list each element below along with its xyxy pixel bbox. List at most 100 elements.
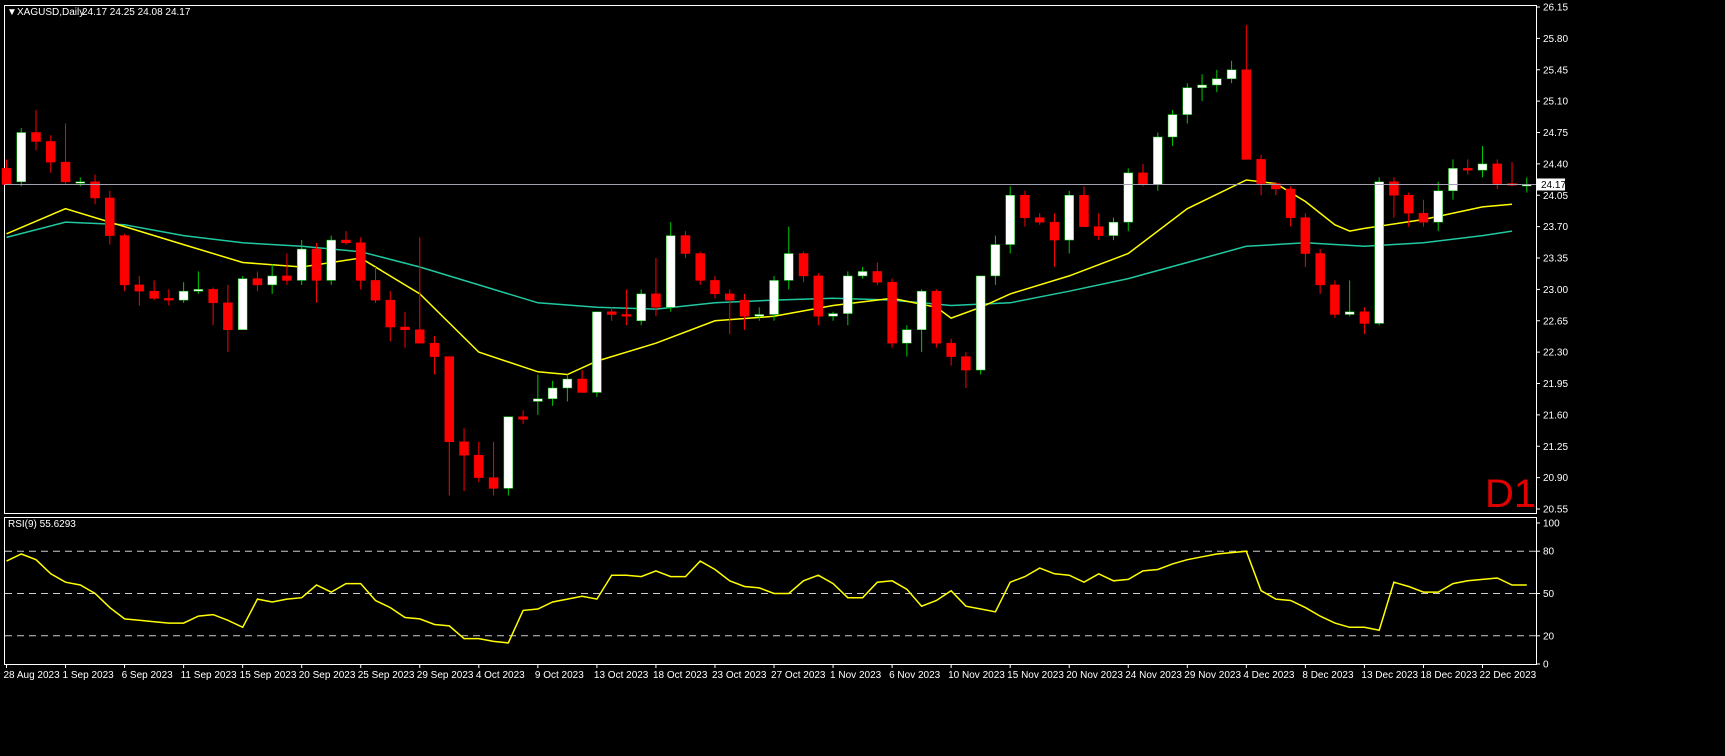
price-tick-label: 21.95: [1543, 379, 1568, 390]
candle: [695, 251, 705, 285]
candle: [1108, 217, 1119, 241]
candle-body: [1020, 195, 1030, 218]
time-tick-label: 1 Nov 2023: [830, 670, 882, 681]
candle-body: [1271, 183, 1281, 190]
candle: [267, 264, 277, 294]
candle-body: [223, 302, 233, 330]
candle-body: [60, 161, 71, 183]
candle: [1433, 181, 1443, 232]
time-tick-label: 8 Dec 2023: [1302, 670, 1354, 681]
candle: [1020, 190, 1030, 227]
price-tick-label: 23.70: [1543, 222, 1568, 233]
candle-body: [1492, 163, 1503, 184]
candle: [843, 271, 853, 326]
symbol-label: XAGUSD,Daily: [17, 7, 84, 18]
candle-body: [769, 280, 779, 315]
candle-body: [1403, 195, 1414, 214]
candle: [1241, 24, 1252, 160]
time-tick-label: 18 Dec 2023: [1420, 670, 1477, 681]
candle-body: [341, 239, 351, 244]
time-tick-label: 29 Nov 2023: [1184, 670, 1241, 681]
candle-body: [990, 244, 1001, 277]
symbol-dropdown-icon[interactable]: ▼: [7, 7, 17, 18]
candle-body: [562, 378, 573, 389]
candle-body: [1079, 195, 1089, 227]
candle: [1212, 69, 1222, 93]
candle-body: [665, 235, 676, 308]
candle-body: [444, 356, 455, 443]
candle: [1034, 213, 1045, 225]
candle: [1182, 83, 1193, 124]
candle-body: [46, 141, 56, 163]
candle: [592, 311, 602, 397]
candle: [887, 278, 897, 348]
candle: [872, 262, 883, 285]
candle-body: [90, 181, 100, 199]
current-price-tag: 24.17: [1541, 180, 1566, 191]
candle-body: [1448, 168, 1458, 192]
candle: [1123, 168, 1134, 232]
candle-body: [16, 132, 27, 183]
candle: [813, 273, 824, 326]
time-tick-label: 9 Oct 2023: [535, 670, 584, 681]
time-tick-label: 25 Sep 2023: [358, 670, 415, 681]
price-tick-label: 25.80: [1543, 34, 1568, 45]
candle: [164, 289, 174, 306]
candle: [400, 311, 410, 348]
candle-body: [1300, 217, 1311, 254]
candle-body: [606, 311, 617, 315]
candle: [90, 174, 100, 205]
candle: [1167, 110, 1178, 146]
time-tick-label: 4 Oct 2023: [476, 670, 525, 681]
rsi-tick-label: 20: [1543, 631, 1555, 642]
candle-body: [370, 280, 381, 301]
time-tick-label: 11 Sep 2023: [181, 670, 237, 681]
time-tick-label: 22 Dec 2023: [1480, 670, 1537, 681]
candle: [946, 338, 956, 366]
candle: [1285, 186, 1296, 227]
time-tick-label: 23 Oct 2023: [712, 670, 767, 681]
price-panel-frame: [4, 5, 1537, 514]
time-tick-label: 13 Oct 2023: [594, 670, 649, 681]
candle: [459, 428, 469, 492]
candle: [355, 237, 366, 290]
candle-body: [547, 387, 558, 399]
candle-body: [252, 278, 263, 286]
candle-body: [798, 253, 809, 277]
rsi-series: [6, 550, 1527, 644]
rsi-tick-label: 0: [1543, 660, 1549, 671]
rsi-panel-frame: [4, 517, 1537, 665]
candle: [415, 237, 425, 344]
candle: [488, 441, 499, 496]
candle-body: [237, 278, 248, 330]
candle: [769, 275, 779, 321]
candle-body: [503, 416, 514, 489]
candle-body: [105, 197, 115, 236]
candle: [902, 325, 912, 357]
candle-body: [1093, 226, 1104, 236]
candle-body: [710, 280, 720, 295]
candle: [798, 251, 809, 283]
candle-body: [1433, 190, 1443, 223]
candle-body: [1, 168, 12, 185]
candle: [828, 311, 838, 321]
candle-body: [75, 181, 86, 184]
price-tick-label: 24.05: [1543, 191, 1568, 202]
candle: [1462, 159, 1473, 175]
price-tick-label: 22.65: [1543, 316, 1568, 327]
price-tick-label: 22.30: [1543, 348, 1568, 359]
candle: [916, 289, 927, 353]
time-tick-label: 28 Aug 2023: [4, 670, 61, 681]
candle: [311, 242, 322, 303]
candle: [606, 307, 617, 321]
candle: [16, 128, 27, 187]
candle-body: [193, 289, 204, 292]
candle-body: [1418, 212, 1429, 223]
candle-body: [1005, 195, 1015, 245]
candle-body: [975, 275, 986, 371]
candle-body: [739, 299, 750, 317]
candle: [1005, 186, 1015, 254]
rsi-axis: 100 80 50 20 0: [1536, 519, 1560, 671]
